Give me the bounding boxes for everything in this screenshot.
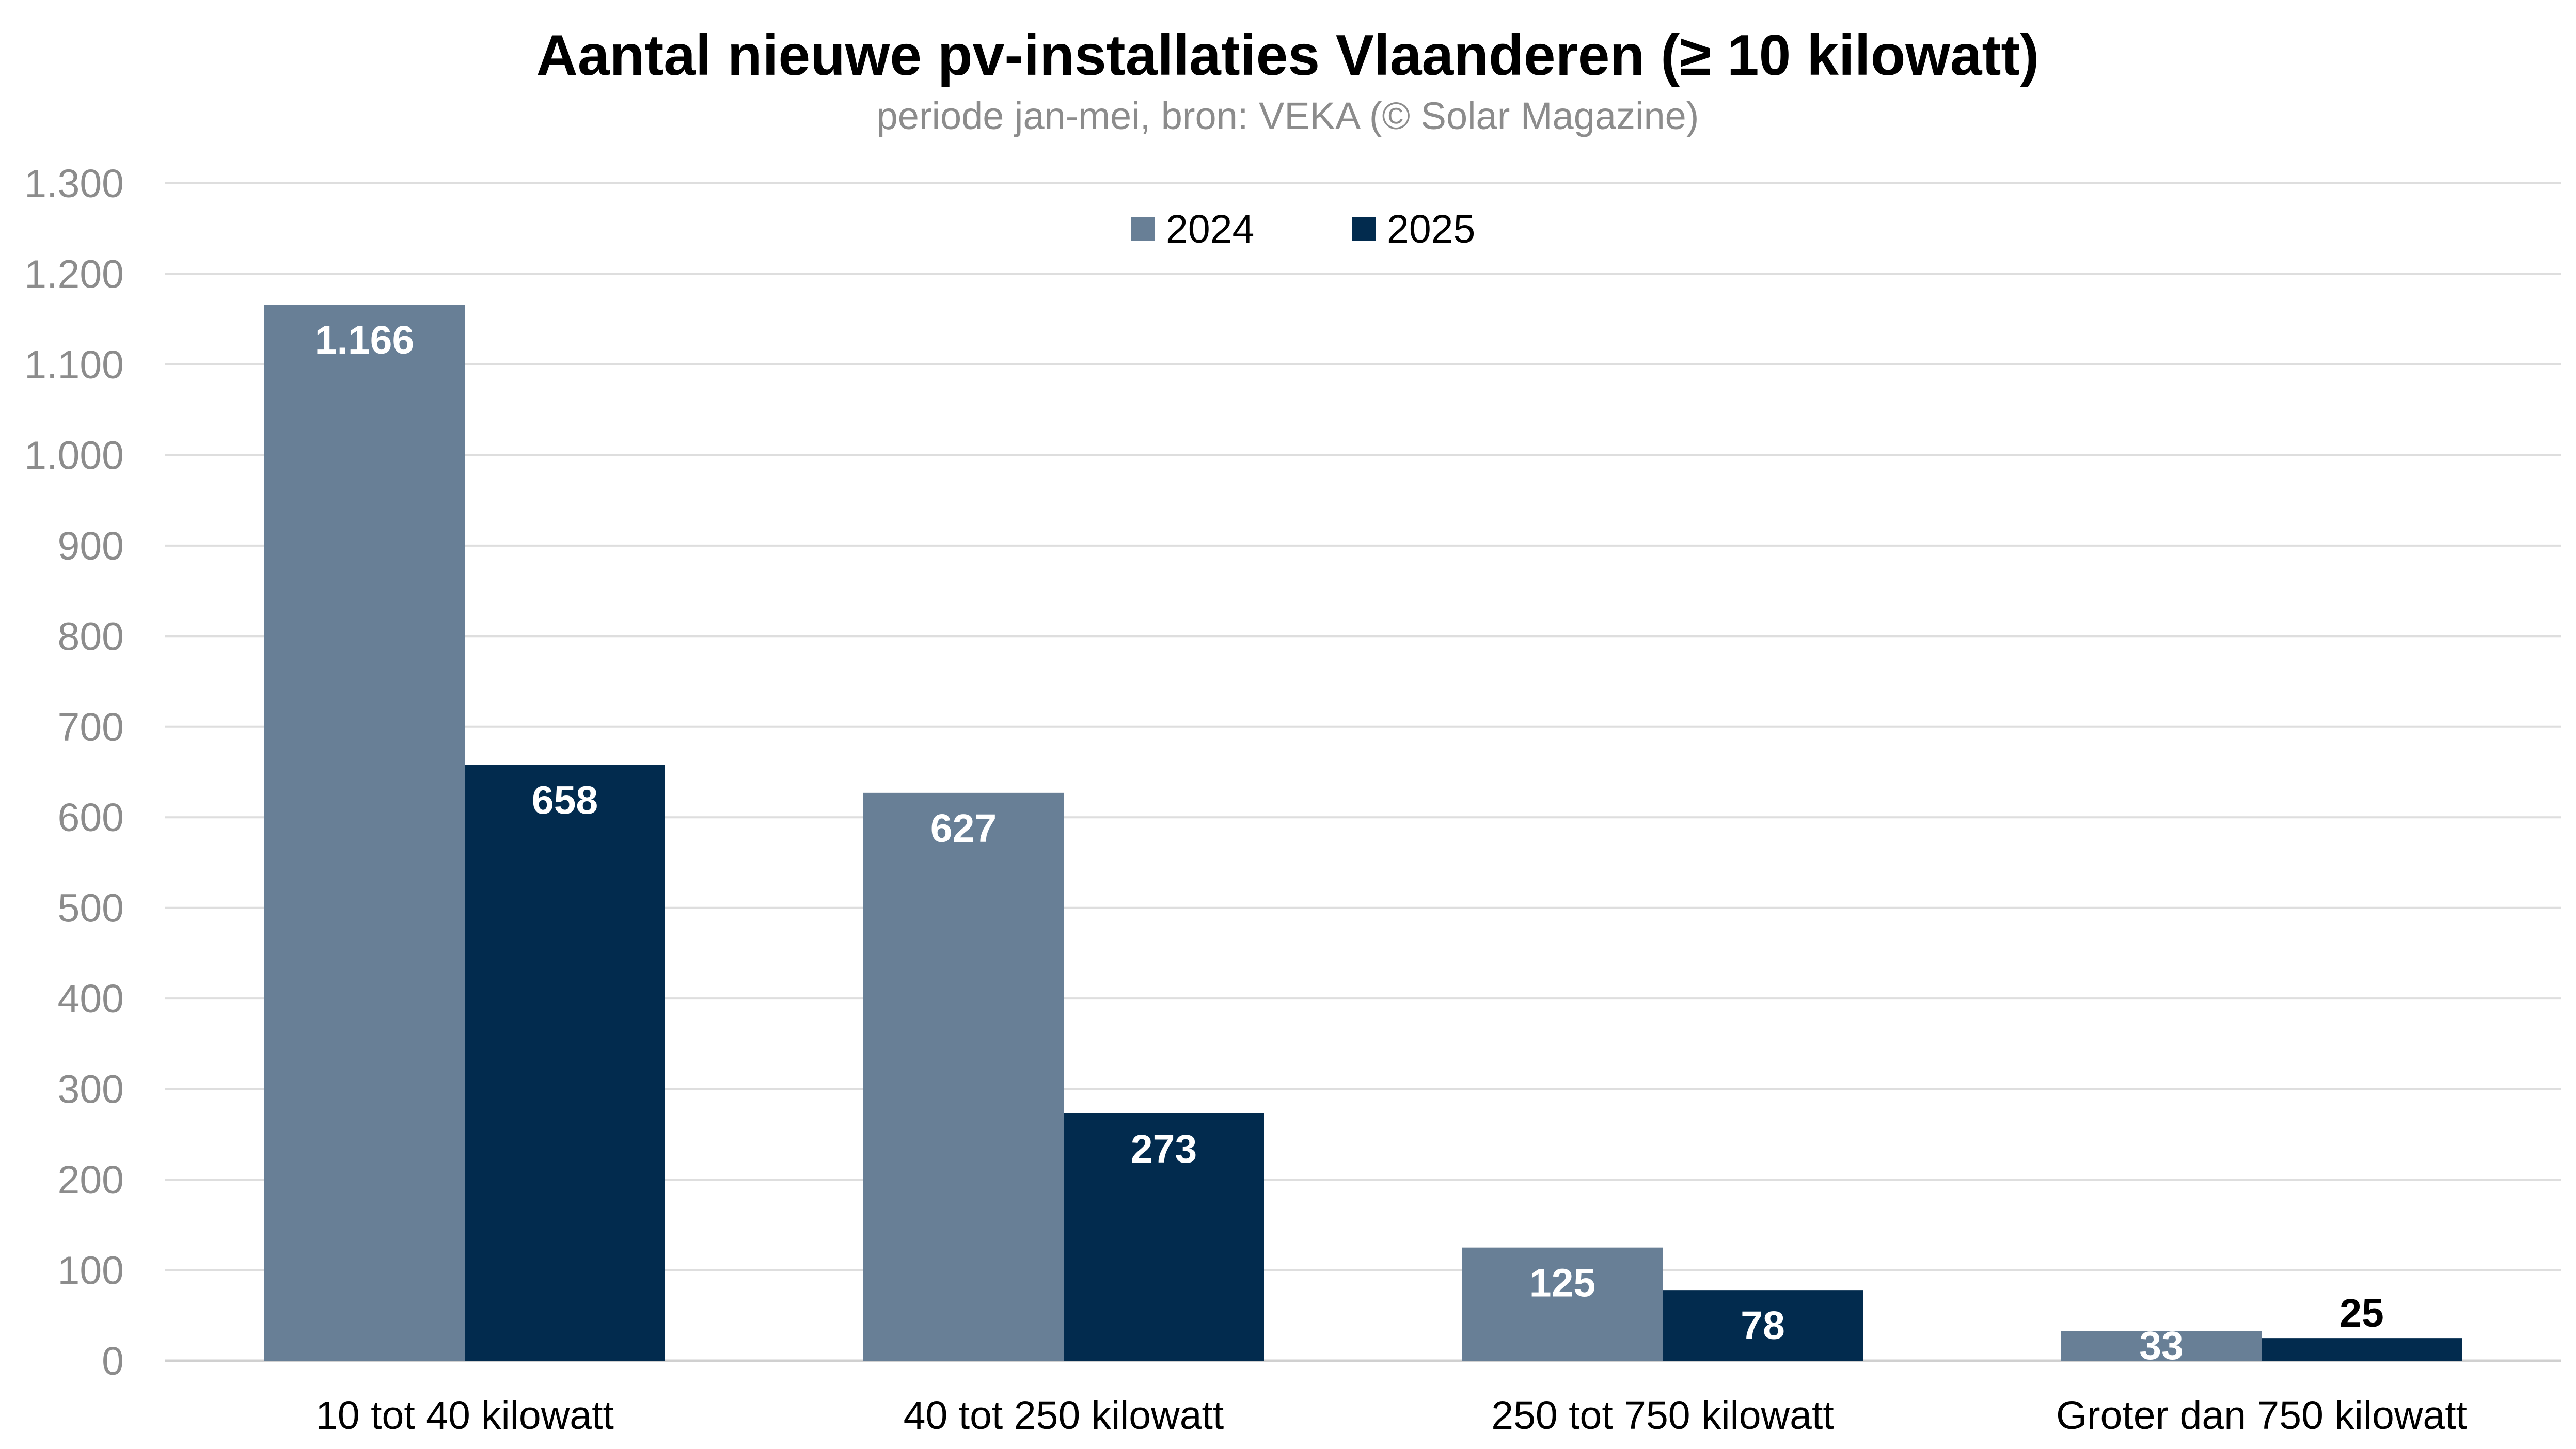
y-tick-label: 900	[58, 524, 124, 568]
data-label: 627	[930, 806, 997, 851]
x-tick-label: 40 tot 250 kilowatt	[904, 1393, 1224, 1438]
data-label: 25	[2340, 1291, 2384, 1335]
x-tick-label: 250 tot 750 kilowatt	[1491, 1393, 1834, 1438]
bar-2025	[2262, 1338, 2462, 1361]
y-tick-label: 200	[58, 1158, 124, 1202]
bar-2025	[1064, 1113, 1264, 1361]
y-tick-label: 700	[58, 705, 124, 750]
bars	[264, 305, 2462, 1361]
y-tick-label: 600	[58, 795, 124, 840]
y-tick-label: 800	[58, 614, 124, 659]
bar-2024	[264, 305, 465, 1361]
data-label: 33	[2139, 1324, 2184, 1368]
x-axis: 10 tot 40 kilowatt 40 tot 250 kilowatt 250…	[315, 1393, 2467, 1438]
data-label: 658	[532, 778, 598, 822]
y-tick-label: 400	[58, 977, 124, 1021]
y-tick-label: 0	[102, 1339, 124, 1383]
bar-2024	[2061, 1331, 2262, 1361]
data-labels: 1.166 658 627 273 125 78 33 25	[315, 318, 2384, 1368]
legend-label: 2024	[1166, 207, 1254, 251]
y-tick-label: 1.100	[24, 343, 124, 387]
legend-swatch	[1352, 217, 1376, 241]
legend-label: 2025	[1387, 207, 1475, 251]
data-label: 125	[1529, 1261, 1595, 1305]
y-axis: 0 100 200 300 400 500 600 700 800 900 1.000 1.100 1.…	[24, 162, 124, 1383]
bar-2024	[1462, 1247, 1663, 1361]
y-tick-label: 500	[58, 886, 124, 931]
chart-subtitle: periode jan-mei, bron: VEKA (© Solar Mag…	[877, 94, 1699, 137]
legend: 2024 2025	[1131, 207, 1475, 251]
y-tick-label: 1.300	[24, 162, 124, 206]
data-label: 78	[1741, 1303, 1785, 1348]
chart-title: Aantal nieuwe pv-installaties Vlaanderen…	[536, 23, 2040, 87]
y-tick-label: 1.200	[24, 252, 124, 296]
bar-2025	[1663, 1290, 1863, 1361]
y-tick-label: 100	[58, 1249, 124, 1293]
x-tick-label: 10 tot 40 kilowatt	[315, 1393, 614, 1438]
bar-2024	[863, 792, 1064, 1361]
data-label: 1.166	[315, 318, 415, 362]
bar-2025	[465, 765, 665, 1361]
y-tick-label: 1.000	[24, 433, 124, 477]
legend-swatch	[1131, 217, 1155, 241]
data-label: 273	[1131, 1127, 1197, 1171]
y-tick-label: 300	[58, 1068, 124, 1112]
x-tick-label: Groter dan 750 kilowatt	[2056, 1393, 2467, 1438]
